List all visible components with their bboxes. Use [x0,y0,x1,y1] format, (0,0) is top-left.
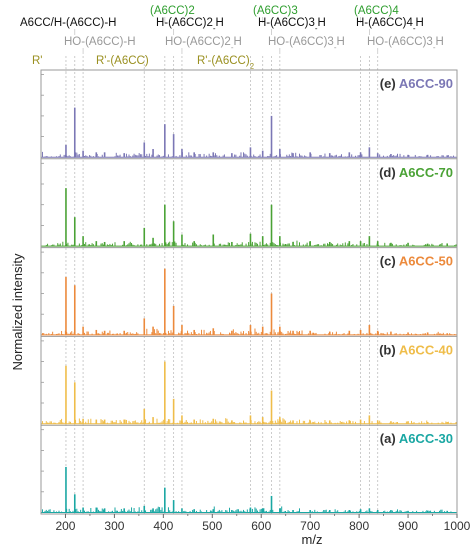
peak-annotation-label: R'-(A6CC) [96,55,149,67]
peak-annotation-label: HO-(A6CC)3-H [268,36,345,52]
axes: (e) A6CC-90 (d) A6CC-70 (c) A6CC-50 (b) A6C… [40,69,471,533]
panel-label: (a) A6CC-30 [380,431,453,446]
annotation-subscript: - [413,24,416,33]
peak-annotation-label: (A6CC)4 [354,5,399,17]
annotation-text: (A6CC)4 [354,5,399,17]
x-tick-label: 500 [202,519,222,533]
annotation-text: A6CC/H-(A6CC)-H [20,17,116,29]
panel-label: (c) A6CC-50 [380,254,453,269]
panel-label-sample: A6CC-50 [399,254,453,269]
x-axis-label: m/z [302,532,323,547]
x-tick-label: 600 [251,519,271,533]
panel-label: (d) A6CC-70 [379,165,453,180]
x-tick-label: 900 [398,519,418,533]
peak-annotation-label: (A6CC)3 [253,5,298,17]
annotation-text: H [336,36,344,48]
annotation-text: R'-(A6CC) [96,55,149,67]
annotation-text: R' [32,55,43,67]
annotation-subscript: - [231,43,234,52]
peak-annotation-label: H-(A6CC)3-H [258,17,326,33]
x-tick-label: 800 [349,519,369,533]
plot-frame [40,69,458,515]
peak-annotations: R' A6CC/H-(A6CC)-H HO-(A6CC)-H R'-(A6CC) (A6… [20,5,444,73]
annotation-text: HO-(A6CC)-H [64,36,136,48]
spectrum-trace-5 [41,466,457,513]
panel-label-sample: A6CC-70 [399,165,453,180]
spectrum-trace-2 [41,188,457,247]
annotation-subscript: - [213,24,216,33]
x-tick-label: 400 [153,519,173,533]
peak-annotation-label: A6CC/H-(A6CC)-H [20,17,116,29]
annotation-text: HO-(A6CC)3 [367,36,433,48]
spectrum-trace-3 [41,268,457,336]
annotation-text: H [435,36,443,48]
panel-label-letter: (a) [380,431,399,446]
annotation-text: HO-(A6CC)3 [268,36,334,48]
panel-label-letter: (b) [379,342,399,357]
peak-annotation-label: R'-(A6CC)2 [197,55,255,71]
annotation-subscript: - [315,24,318,33]
peak-annotation-label: R' [32,55,43,67]
panel-label: (e) A6CC-90 [380,76,453,91]
annotation-text: H-(A6CC)4 [356,17,413,29]
spectrum-trace-4 [41,361,457,425]
peak-annotation-label: (A6CC)2 [150,5,195,17]
x-tick-label: 1000 [444,519,471,533]
annotation-text: R'-(A6CC) [197,55,250,67]
y-axis-label: Normalized intensity [10,253,25,371]
peak-annotation-label: H-(A6CC)4-H [356,17,424,33]
annotation-text: H [318,17,326,29]
panel-label-sample: A6CC-40 [399,342,453,357]
annotation-subscript: - [334,43,337,52]
x-tick-label: 300 [104,519,124,533]
annotation-text: H [216,17,224,29]
spectrum-panels [41,107,457,513]
x-tick-label: 700 [300,519,320,533]
panel-label-letter: (c) [380,254,399,269]
panel-label-sample: A6CC-30 [399,431,453,446]
annotation-text: (A6CC)2 [150,5,195,17]
peak-annotation-label: H-(A6CC)2-H [156,17,224,33]
annotation-subscript: 2 [250,62,255,71]
peak-annotation-label: HO-(A6CC)3-H [367,36,444,52]
panel-label: (b) A6CC-40 [379,342,453,357]
peak-annotation-label: HO-(A6CC)2-H [165,36,242,52]
spectrum-trace-1 [41,107,457,158]
annotation-text: (A6CC)3 [253,5,298,17]
x-tick-label: 200 [55,519,75,533]
peak-guide-lines [65,56,379,514]
panel-label-letter: (e) [380,76,399,91]
annotation-text: H [416,17,424,29]
annotation-text: H-(A6CC)3 [258,17,315,29]
panel-label-letter: (d) [379,165,399,180]
peak-annotation-label: HO-(A6CC)-H [64,36,136,48]
annotation-text: H [233,36,241,48]
annotation-text: H-(A6CC)2 [156,17,213,29]
annotation-subscript: - [433,43,436,52]
annotation-text: HO-(A6CC)2 [165,36,231,48]
panel-label-sample: A6CC-90 [399,76,453,91]
